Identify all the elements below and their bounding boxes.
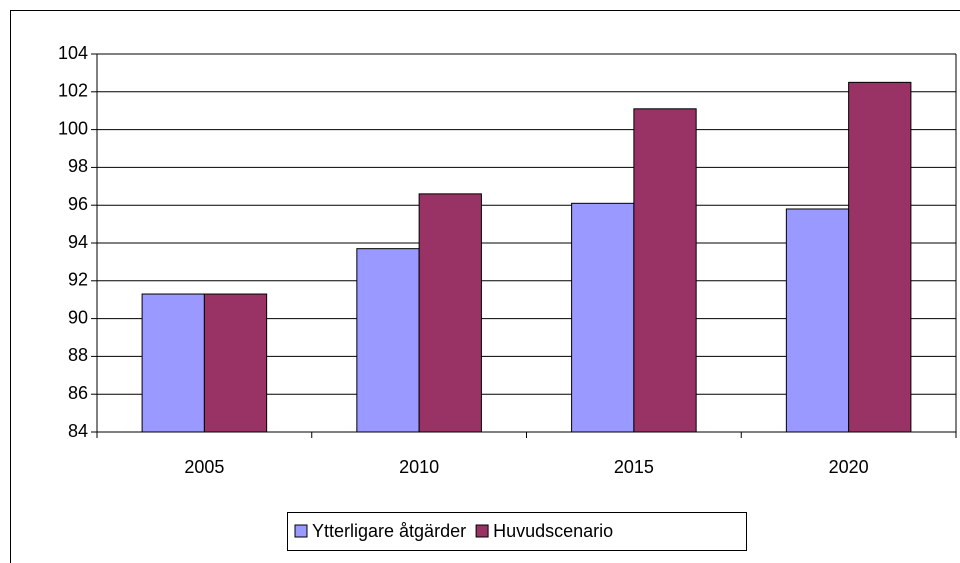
bar: [848, 81, 912, 433]
bar: [418, 193, 482, 433]
legend-swatch: [475, 524, 489, 538]
bar: [141, 293, 205, 433]
bar: [203, 293, 268, 433]
y-tick-label: 88: [68, 345, 88, 365]
y-tick-label: 102: [58, 81, 88, 101]
y-tick-label: 92: [68, 270, 88, 290]
y-tick-label: 90: [68, 307, 88, 327]
y-tick-label: 100: [58, 118, 88, 138]
legend: [287, 512, 747, 551]
x-tick-label: 2005: [184, 457, 224, 477]
y-tick-label: 86: [68, 383, 88, 403]
x-tick-label: 2020: [829, 457, 869, 477]
y-tick-label: 104: [58, 43, 88, 63]
bar: [571, 202, 635, 433]
legend-swatch: [294, 524, 308, 538]
y-tick-label: 84: [68, 421, 88, 441]
x-tick-label: 2010: [399, 457, 439, 477]
legend-label: Huvudscenario: [493, 521, 613, 541]
bar: [356, 248, 420, 433]
y-tick-label: 98: [68, 156, 88, 176]
chart-border: [10, 10, 960, 563]
y-tick-label: 96: [68, 194, 88, 214]
x-tick-label: 2015: [614, 457, 654, 477]
y-tick-label: 94: [68, 232, 88, 252]
bar: [633, 108, 697, 433]
bar: [785, 208, 850, 433]
legend-label: Ytterligare åtgärder: [312, 521, 466, 541]
